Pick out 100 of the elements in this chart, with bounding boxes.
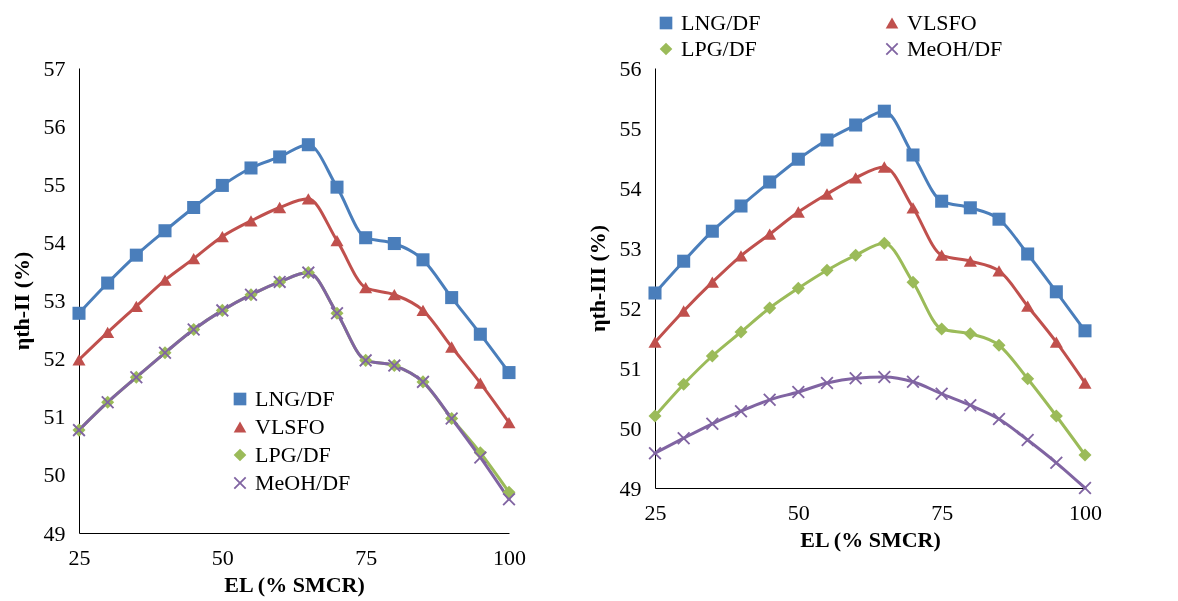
point <box>301 193 315 205</box>
legend-label: VLSFO <box>255 414 325 439</box>
x-tick-label: 50 <box>787 499 810 525</box>
y-tick-label: 57 <box>43 55 66 81</box>
point <box>849 248 863 262</box>
point <box>330 180 344 194</box>
point <box>705 224 719 238</box>
x-tick-label: 50 <box>211 544 234 570</box>
point <box>705 276 719 288</box>
point <box>734 325 748 339</box>
point <box>473 377 487 389</box>
x-axis-title: EL (% SMCR) <box>800 526 941 552</box>
point <box>445 291 459 305</box>
y-tick-label: 55 <box>619 115 642 141</box>
legend-label: LNG/DF <box>681 10 761 35</box>
point <box>935 194 949 208</box>
point <box>849 172 863 184</box>
point <box>877 104 891 118</box>
y-tick-label: 51 <box>619 355 642 381</box>
point <box>820 376 834 390</box>
x-tick-label: 100 <box>1069 499 1102 525</box>
point <box>763 228 777 240</box>
point <box>677 377 691 391</box>
point <box>791 281 805 295</box>
y-axis-title: ηth-III (%) <box>584 224 610 333</box>
point <box>129 248 143 262</box>
x-tick-label: 75 <box>355 544 378 570</box>
point <box>763 175 777 189</box>
point <box>244 215 258 227</box>
point <box>387 237 401 251</box>
point <box>849 118 863 132</box>
point <box>1049 409 1063 423</box>
point <box>502 366 516 380</box>
point <box>502 492 516 506</box>
legend-label: MeOH/DF <box>255 470 351 495</box>
point <box>72 354 86 366</box>
point <box>101 276 115 290</box>
point <box>473 450 487 464</box>
point <box>963 255 977 267</box>
point <box>215 230 229 243</box>
point <box>763 301 777 315</box>
point <box>820 133 834 147</box>
point <box>963 327 977 341</box>
y-tick-label: 49 <box>619 475 642 501</box>
point <box>244 161 258 175</box>
point <box>187 200 201 215</box>
point <box>1021 300 1035 312</box>
point <box>677 431 691 445</box>
y-tick-label: 54 <box>619 175 642 201</box>
point <box>820 263 834 277</box>
legend-label: VLSFO <box>907 10 977 35</box>
point <box>734 250 748 262</box>
point <box>906 375 920 389</box>
legend-label: LPG/DF <box>255 442 331 467</box>
y-tick-label: 56 <box>619 55 642 81</box>
point <box>1078 448 1092 462</box>
point <box>791 152 805 166</box>
y-tick-label: 50 <box>619 415 642 441</box>
x-axis-title: EL (% SMCR) <box>224 571 365 597</box>
point <box>935 322 949 336</box>
point <box>187 253 201 265</box>
point <box>906 148 920 162</box>
point <box>1078 324 1092 338</box>
point <box>129 300 143 312</box>
point <box>1078 481 1092 495</box>
point <box>705 417 719 431</box>
point <box>906 202 920 214</box>
point <box>963 201 977 215</box>
point <box>502 416 516 429</box>
y-tick-label: 52 <box>43 346 66 372</box>
point <box>1021 247 1035 261</box>
point <box>273 201 287 214</box>
point <box>1049 336 1063 348</box>
point <box>877 161 891 173</box>
y-axis-title: ηth-II (%) <box>8 251 34 351</box>
legend-label: LNG/DF <box>255 386 335 411</box>
point <box>445 341 459 353</box>
x-tick-label: 100 <box>493 544 526 570</box>
legend-label: LPG/DF <box>681 36 757 61</box>
point <box>330 234 344 247</box>
x-tick-label: 25 <box>644 499 667 525</box>
point <box>820 188 834 200</box>
point <box>72 306 86 320</box>
point <box>158 224 172 238</box>
y-tick-label: 53 <box>43 288 66 313</box>
y-tick-label: 56 <box>43 113 66 139</box>
point <box>416 253 430 267</box>
point <box>273 150 287 164</box>
y-tick-label: 52 <box>619 295 642 321</box>
point <box>301 138 315 152</box>
point <box>1049 285 1063 299</box>
point <box>935 387 949 401</box>
point <box>677 305 691 317</box>
point <box>734 404 748 418</box>
point <box>992 212 1006 226</box>
y-tick-label: 55 <box>43 171 66 197</box>
point <box>473 327 487 341</box>
point <box>992 338 1006 352</box>
legend-label: MeOH/DF <box>907 36 1003 61</box>
point <box>648 286 662 300</box>
